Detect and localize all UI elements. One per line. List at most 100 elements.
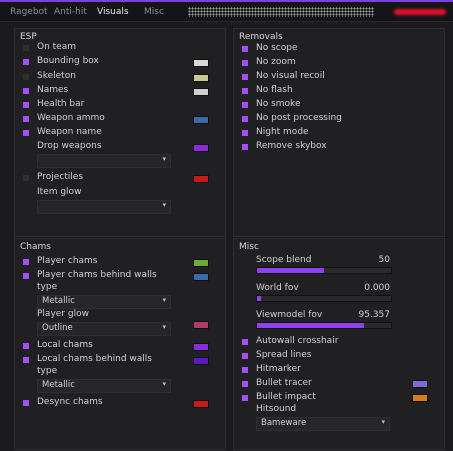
label: Local chams behind walls bbox=[37, 354, 152, 364]
checkbox[interactable] bbox=[242, 60, 248, 66]
label: No flash bbox=[256, 85, 293, 95]
chams-player-behind-walls[interactable]: Player chams behind walls bbox=[23, 270, 157, 282]
dropdown-value: Outline bbox=[42, 323, 73, 333]
checkbox[interactable] bbox=[23, 259, 29, 265]
viewmodel-fov-slider[interactable] bbox=[256, 322, 392, 329]
label: Skeleton bbox=[37, 71, 76, 81]
scope-blend-slider[interactable] bbox=[256, 267, 392, 274]
player-chams-color[interactable] bbox=[193, 259, 209, 267]
checkbox[interactable] bbox=[23, 357, 29, 363]
misc-spread-lines[interactable]: Spread lines bbox=[242, 350, 312, 362]
checkbox[interactable] bbox=[242, 339, 248, 345]
checkbox[interactable] bbox=[23, 130, 29, 136]
checkbox[interactable] bbox=[23, 45, 29, 51]
player-chams-behind-walls-color[interactable] bbox=[193, 273, 209, 281]
removal-no-smoke[interactable]: No smoke bbox=[242, 99, 301, 111]
local-chams-color[interactable] bbox=[193, 343, 209, 351]
removals-panel: Removals No scope No zoom No visual reco… bbox=[233, 28, 445, 237]
label: Health bar bbox=[37, 99, 85, 109]
esp-weapon-ammo[interactable]: Weapon ammo bbox=[23, 113, 105, 125]
tab-visuals[interactable]: Visuals bbox=[97, 7, 129, 17]
world-fov-value: 0.000 bbox=[364, 283, 390, 293]
checkbox[interactable] bbox=[242, 395, 248, 401]
checkbox[interactable] bbox=[242, 46, 248, 52]
tab-ragebot[interactable]: Ragebot bbox=[10, 7, 48, 17]
skeleton-color[interactable] bbox=[193, 74, 209, 82]
chams-player-glow: Player glow bbox=[37, 309, 89, 321]
esp-panel: ESP On team Bounding box Skeleton Names … bbox=[14, 28, 226, 237]
checkbox[interactable] bbox=[242, 353, 248, 359]
projectiles-color[interactable] bbox=[193, 175, 209, 183]
checkbox[interactable] bbox=[23, 343, 29, 349]
viewmodel-fov-value: 95.357 bbox=[358, 310, 391, 320]
checkbox[interactable] bbox=[23, 59, 29, 65]
checkbox[interactable] bbox=[242, 367, 248, 373]
checkbox[interactable] bbox=[23, 400, 29, 406]
chams-type-dropdown[interactable]: Metallic ▾ bbox=[37, 295, 171, 309]
local-chams-type-dropdown[interactable]: Metallic ▾ bbox=[37, 379, 171, 393]
checkbox[interactable] bbox=[23, 102, 29, 108]
top-bar: Ragebot Anti-hit Visuals Misc bbox=[0, 2, 453, 22]
label: Player chams behind walls bbox=[37, 270, 157, 280]
misc-bullet-impact[interactable]: Bullet impact bbox=[242, 392, 316, 404]
removal-night-mode[interactable]: Night mode bbox=[242, 127, 309, 139]
checkbox[interactable] bbox=[242, 74, 248, 80]
chevron-down-icon: ▾ bbox=[162, 296, 166, 304]
chams-player-chams[interactable]: Player chams bbox=[23, 256, 98, 268]
checkbox[interactable] bbox=[23, 175, 29, 181]
chams-local-chams[interactable]: Local chams bbox=[23, 340, 93, 352]
drop-weapons-color[interactable] bbox=[193, 144, 209, 152]
tab-anti-hit[interactable]: Anti-hit bbox=[54, 7, 87, 17]
misc-hitmarker[interactable]: Hitmarker bbox=[242, 364, 301, 376]
removal-no-post-processing[interactable]: No post processing bbox=[242, 113, 342, 125]
esp-names[interactable]: Names bbox=[23, 85, 68, 97]
removal-no-zoom[interactable]: No zoom bbox=[242, 57, 296, 69]
checkbox[interactable] bbox=[23, 116, 29, 122]
checkbox[interactable] bbox=[242, 116, 248, 122]
misc-autowall-crosshair[interactable]: Autowall crosshair bbox=[242, 336, 338, 348]
label: Viewmodel fov bbox=[256, 310, 323, 320]
checkbox[interactable] bbox=[23, 88, 29, 94]
label: No visual recoil bbox=[256, 71, 325, 81]
removal-no-visual-recoil[interactable]: No visual recoil bbox=[242, 71, 325, 83]
esp-on-team[interactable]: On team bbox=[23, 42, 76, 54]
checkbox[interactable] bbox=[242, 102, 248, 108]
checkbox[interactable] bbox=[23, 74, 29, 80]
esp-weapon-name[interactable]: Weapon name bbox=[23, 127, 102, 139]
chams-desync[interactable]: Desync chams bbox=[23, 397, 103, 409]
removal-no-flash[interactable]: No flash bbox=[242, 85, 293, 97]
esp-health-bar[interactable]: Health bar bbox=[23, 99, 85, 111]
bounding-box-color[interactable] bbox=[193, 59, 209, 67]
tab-misc[interactable]: Misc bbox=[144, 7, 164, 17]
bullet-impact-color[interactable] bbox=[412, 394, 428, 402]
chams-local-behind-walls[interactable]: Local chams behind walls bbox=[23, 354, 152, 366]
local-chams-behind-walls-color[interactable] bbox=[193, 357, 209, 365]
player-glow-dropdown[interactable]: Outline ▾ bbox=[37, 322, 171, 336]
hitsound-dropdown[interactable]: Bameware ▾ bbox=[256, 417, 390, 431]
chams-type-label: type bbox=[37, 282, 57, 294]
desync-chams-color[interactable] bbox=[193, 400, 209, 408]
checkbox[interactable] bbox=[23, 273, 29, 279]
esp-bounding-box[interactable]: Bounding box bbox=[23, 56, 99, 68]
names-color[interactable] bbox=[193, 88, 209, 96]
drop-weapons-dropdown[interactable]: ▾ bbox=[37, 154, 171, 168]
label: Item glow bbox=[37, 187, 82, 197]
esp-projectiles[interactable]: Projectiles bbox=[23, 172, 83, 184]
removal-no-scope[interactable]: No scope bbox=[242, 43, 298, 55]
item-glow-dropdown[interactable]: ▾ bbox=[37, 200, 171, 214]
removal-remove-skybox[interactable]: Remove skybox bbox=[242, 141, 327, 153]
weapon-ammo-color[interactable] bbox=[193, 116, 209, 124]
checkbox[interactable] bbox=[242, 88, 248, 94]
misc-bullet-tracer[interactable]: Bullet tracer bbox=[242, 378, 312, 390]
checkbox[interactable] bbox=[242, 144, 248, 150]
label: Player glow bbox=[37, 309, 89, 319]
checkbox[interactable] bbox=[242, 130, 248, 136]
chams-local-type-label: type bbox=[37, 366, 57, 378]
chevron-down-icon: ▾ bbox=[162, 155, 166, 163]
player-glow-color[interactable] bbox=[193, 321, 209, 329]
world-fov-slider[interactable] bbox=[256, 295, 392, 302]
esp-skeleton[interactable]: Skeleton bbox=[23, 71, 76, 83]
label: Drop weapons bbox=[37, 141, 102, 151]
checkbox[interactable] bbox=[242, 381, 248, 387]
bullet-tracer-color[interactable] bbox=[412, 380, 428, 388]
